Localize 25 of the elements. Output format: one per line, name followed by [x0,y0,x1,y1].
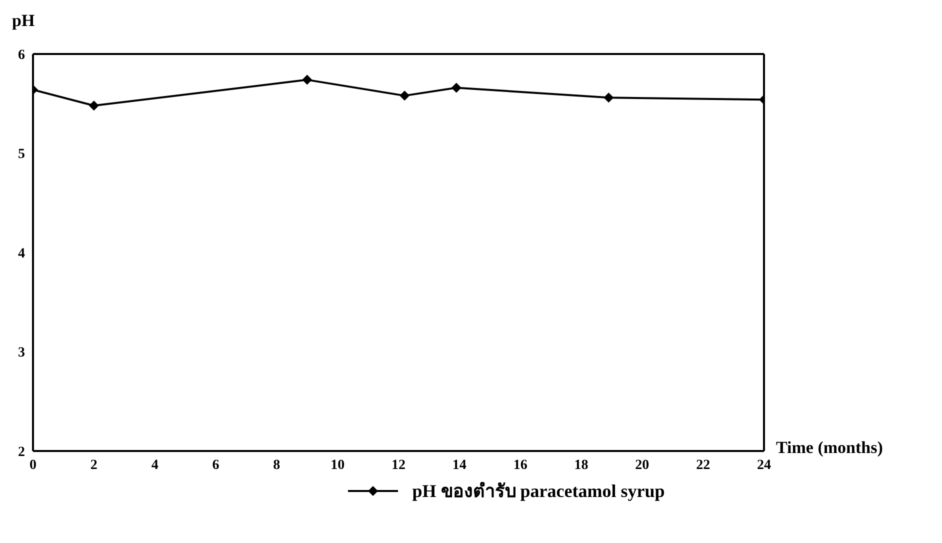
x-tick-label: 10 [330,458,345,473]
x-tick-label: 4 [151,458,158,473]
point [400,90,410,101]
x-tick-label: 16 [513,458,528,473]
x-tick-label: 12 [392,458,406,473]
legend-label: pH ของตำรับ paracetamol syrup [412,480,665,503]
x-tick-label: 0 [30,458,36,473]
y-tick-label: 6 [18,48,25,63]
y-tick-label: 5 [18,147,25,162]
x-tick-label: 20 [635,458,650,473]
x-tick-label: 24 [757,458,771,473]
x-tick-label: 22 [696,458,710,473]
x-tick-label: 6 [212,458,220,473]
y-tick-label: 2 [18,444,25,460]
point [302,74,312,85]
point [451,82,462,93]
x-tick-label: 14 [452,458,466,473]
x-axis-title: Time (months) [776,438,883,457]
point [604,92,614,103]
x-tick-label: 8 [273,458,280,473]
x-tick-label: 2 [90,458,98,473]
y-tick-label: 3 [18,346,25,361]
y-tick-label: 4 [18,246,25,262]
x-tick-label: 18 [574,458,588,473]
y-axis-title: pH [12,11,35,30]
